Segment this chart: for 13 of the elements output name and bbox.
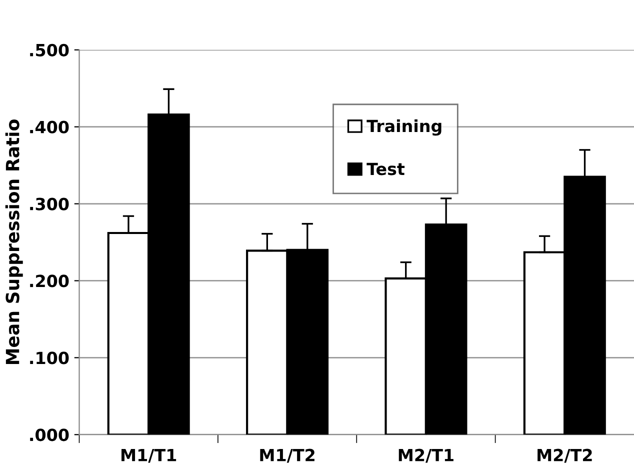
x-tick-label: M1/T1 [122,449,176,463]
x-tick-label: M1/T2 [260,448,314,463]
legend-label: Test [366,162,405,176]
x-tick-label: M2/T2 [538,448,592,463]
y-tick-label: .000 [30,428,69,442]
y-tick-label: .500 [30,44,69,56]
y-axis-title: Mean Suppression Ratio [5,120,23,364]
x-tick-label: M2/T1 [398,448,454,463]
y-tick-label: .200 [30,274,69,288]
y-tick-label: .400 [30,120,69,134]
y-tick-label: .100 [30,352,69,364]
legend-label: Training [366,119,442,136]
y-tick-label: .300 [30,198,69,210]
